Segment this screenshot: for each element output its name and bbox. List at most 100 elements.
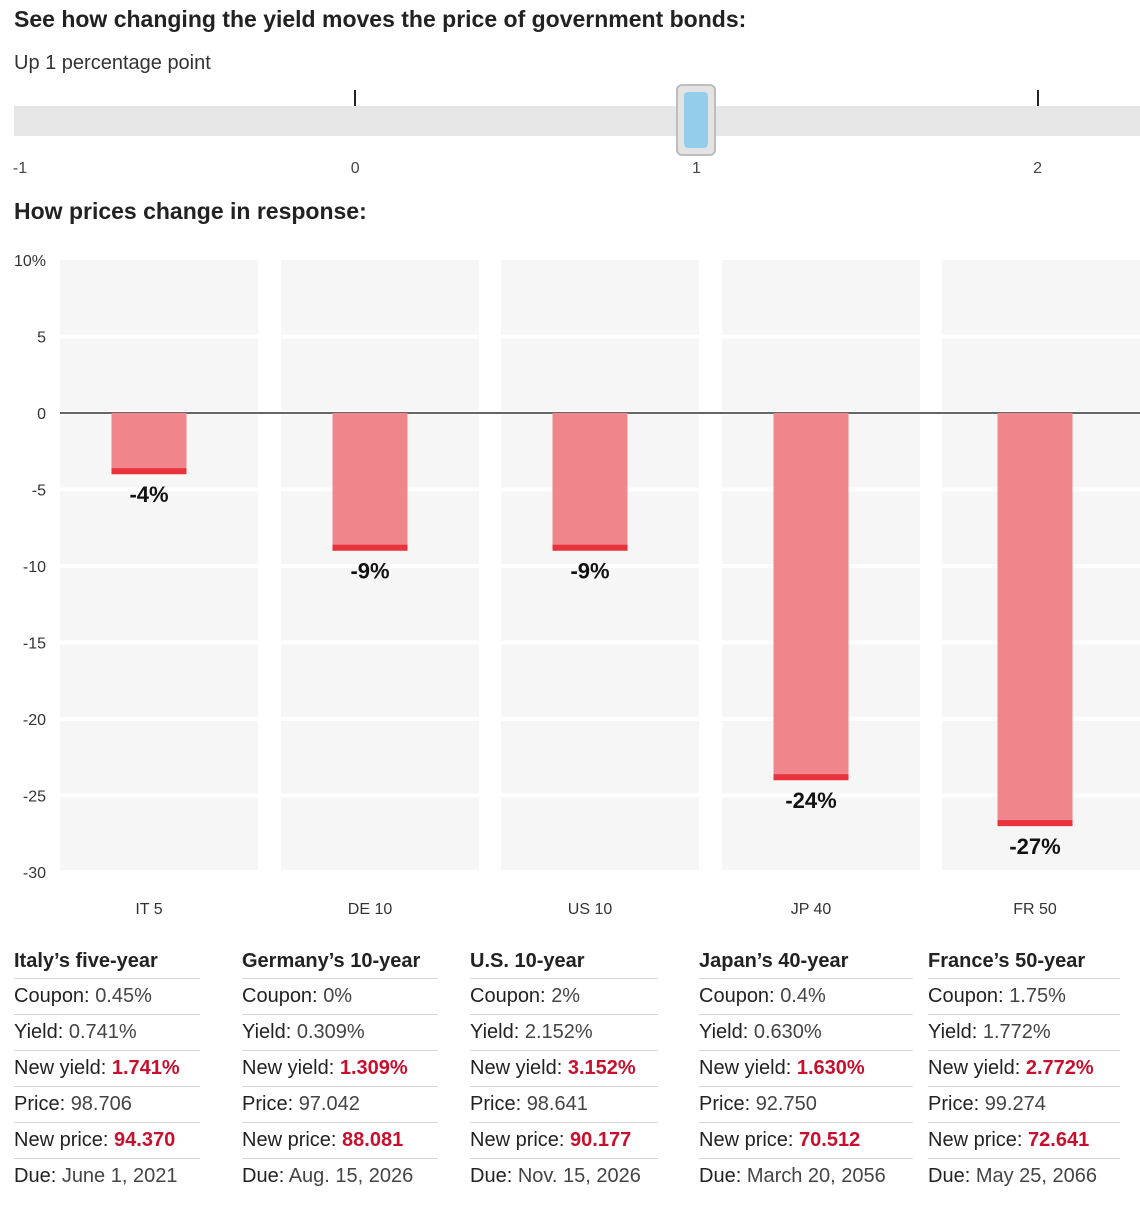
slider-tick-label: 1 [691, 160, 701, 177]
row-label: Coupon: [928, 985, 1004, 1007]
chart-panel [60, 721, 258, 794]
y-tick-label: -10 [23, 559, 46, 576]
row-value: 0.45% [95, 985, 152, 1007]
slider-tick [1036, 90, 1039, 106]
price-change-chart: 10% 5 0 -5 -10 -15 -20 -25 -30 -4% IT 5 -9% DE 10 -9%… [14, 253, 1140, 918]
bond-row-coupon: Coupon: 1.75% [928, 978, 1120, 1014]
row-value: Aug. 15, 2026 [288, 1165, 414, 1187]
row-label: New price: [928, 1129, 1023, 1151]
y-tick-label: -15 [23, 636, 46, 653]
bond-name: France’s 50-year [928, 950, 1086, 972]
bar [111, 413, 187, 475]
row-value: 90.177 [570, 1129, 632, 1151]
slider-track[interactable] [14, 106, 1140, 136]
chart-panel [501, 568, 699, 641]
row-label: Coupon: [699, 985, 775, 1007]
y-tick-label: -5 [32, 483, 46, 500]
bond-row-new-yield: New yield: 3.152% [470, 1050, 658, 1086]
y-tick-label: 5 [37, 330, 46, 347]
slider-handle-grip[interactable] [684, 92, 709, 148]
bond-row-yield: Yield: 0.630% [699, 1014, 913, 1050]
bond-row-new-price: New price: 70.512 [699, 1122, 913, 1158]
bond-row-new-price: New price: 94.370 [14, 1122, 200, 1158]
bond-name: U.S. 10-year [470, 950, 585, 972]
row-label: Due: [928, 1165, 971, 1187]
bar [332, 413, 408, 551]
bar-value-label: -24% [785, 788, 836, 813]
row-label: Due: [470, 1165, 513, 1187]
chart-panel [501, 797, 699, 870]
row-value: June 1, 2021 [61, 1165, 178, 1187]
row-label: New yield: [699, 1057, 792, 1079]
row-value: 1.309% [339, 1057, 408, 1079]
row-value: Nov. 15, 2026 [517, 1165, 641, 1187]
bond-row-due: Due: Nov. 15, 2026 [470, 1158, 658, 1194]
y-tick-label: 10% [14, 253, 46, 270]
bond-row-coupon: Coupon: 0.45% [14, 978, 200, 1014]
bar-value-label: -27% [1009, 834, 1060, 859]
row-label: Price: [699, 1093, 751, 1115]
row-label: Price: [242, 1093, 294, 1115]
row-label: Yield: [470, 1021, 520, 1043]
bond-table: U.S. 10-year Coupon: 2% Yield: 2.152% New y… [470, 944, 658, 1194]
chart-panel [942, 260, 1140, 335]
bar [997, 413, 1073, 827]
x-category-label: IT 5 [135, 901, 162, 918]
x-category-label: FR 50 [1013, 901, 1057, 918]
chart-panel [60, 797, 258, 870]
yield-slider[interactable]: -1 0 1 2 [0, 80, 1140, 180]
y-tick-label: -30 [23, 865, 46, 882]
row-label: Price: [14, 1093, 66, 1115]
chart-panel [501, 260, 699, 335]
bar-end-marker [111, 468, 187, 475]
bond-row-new-price: New price: 90.177 [470, 1122, 658, 1158]
row-value: 2.152% [524, 1021, 593, 1043]
row-value: 97.042 [298, 1093, 360, 1115]
chart-panel [281, 338, 479, 411]
chart-panel [501, 644, 699, 717]
chart-panel [281, 797, 479, 870]
bar-value-label: -9% [350, 559, 389, 584]
row-value: 3.152% [567, 1057, 636, 1079]
bar [552, 413, 628, 551]
bond-row-coupon: Coupon: 0.4% [699, 978, 913, 1014]
bond-row-new-yield: New yield: 2.772% [928, 1050, 1120, 1086]
bar-end-marker [997, 820, 1073, 827]
slider-tick-label: -1 [12, 160, 28, 177]
row-value: 0.309% [296, 1021, 365, 1043]
bond-row-price: Price: 98.641 [470, 1086, 658, 1122]
row-value: 2% [551, 985, 581, 1007]
chart-panel [60, 568, 258, 641]
chart-panel [942, 338, 1140, 411]
bond-row-price: Price: 97.042 [242, 1086, 438, 1122]
bond-row-yield: Yield: 0.309% [242, 1014, 438, 1050]
chart-panel [60, 260, 258, 335]
bond-table: Japan’s 40-year Coupon: 0.4% Yield: 0.630%… [699, 944, 913, 1194]
row-label: Yield: [242, 1021, 292, 1043]
row-value: 98.706 [70, 1093, 132, 1115]
row-value: 0% [323, 985, 353, 1007]
row-value: 2.772% [1025, 1057, 1094, 1079]
row-label: Price: [928, 1093, 980, 1115]
row-value: 94.370 [114, 1129, 176, 1151]
row-label: New yield: [928, 1057, 1021, 1079]
row-value: 1.630% [796, 1057, 865, 1079]
chart-panel [281, 721, 479, 794]
slider-handle[interactable] [676, 84, 717, 156]
bond-row-new-yield: New yield: 1.309% [242, 1050, 438, 1086]
bond-row-due: Due: Aug. 15, 2026 [242, 1158, 438, 1194]
chart-panel [60, 338, 258, 411]
slider-tick-label: 0 [350, 160, 360, 177]
row-value: 92.750 [755, 1093, 817, 1115]
row-label: New price: [14, 1129, 109, 1151]
chart-panel [722, 338, 920, 411]
chart-panel [60, 644, 258, 717]
row-label: Price: [470, 1093, 522, 1115]
bond-name: Germany’s 10-year [242, 950, 421, 972]
row-label: New yield: [470, 1057, 563, 1079]
row-label: New price: [242, 1129, 337, 1151]
bond-row-coupon: Coupon: 0% [242, 978, 438, 1014]
bond-row-due: Due: March 20, 2056 [699, 1158, 913, 1194]
row-label: Due: [14, 1165, 57, 1187]
x-category-label: DE 10 [348, 901, 393, 918]
